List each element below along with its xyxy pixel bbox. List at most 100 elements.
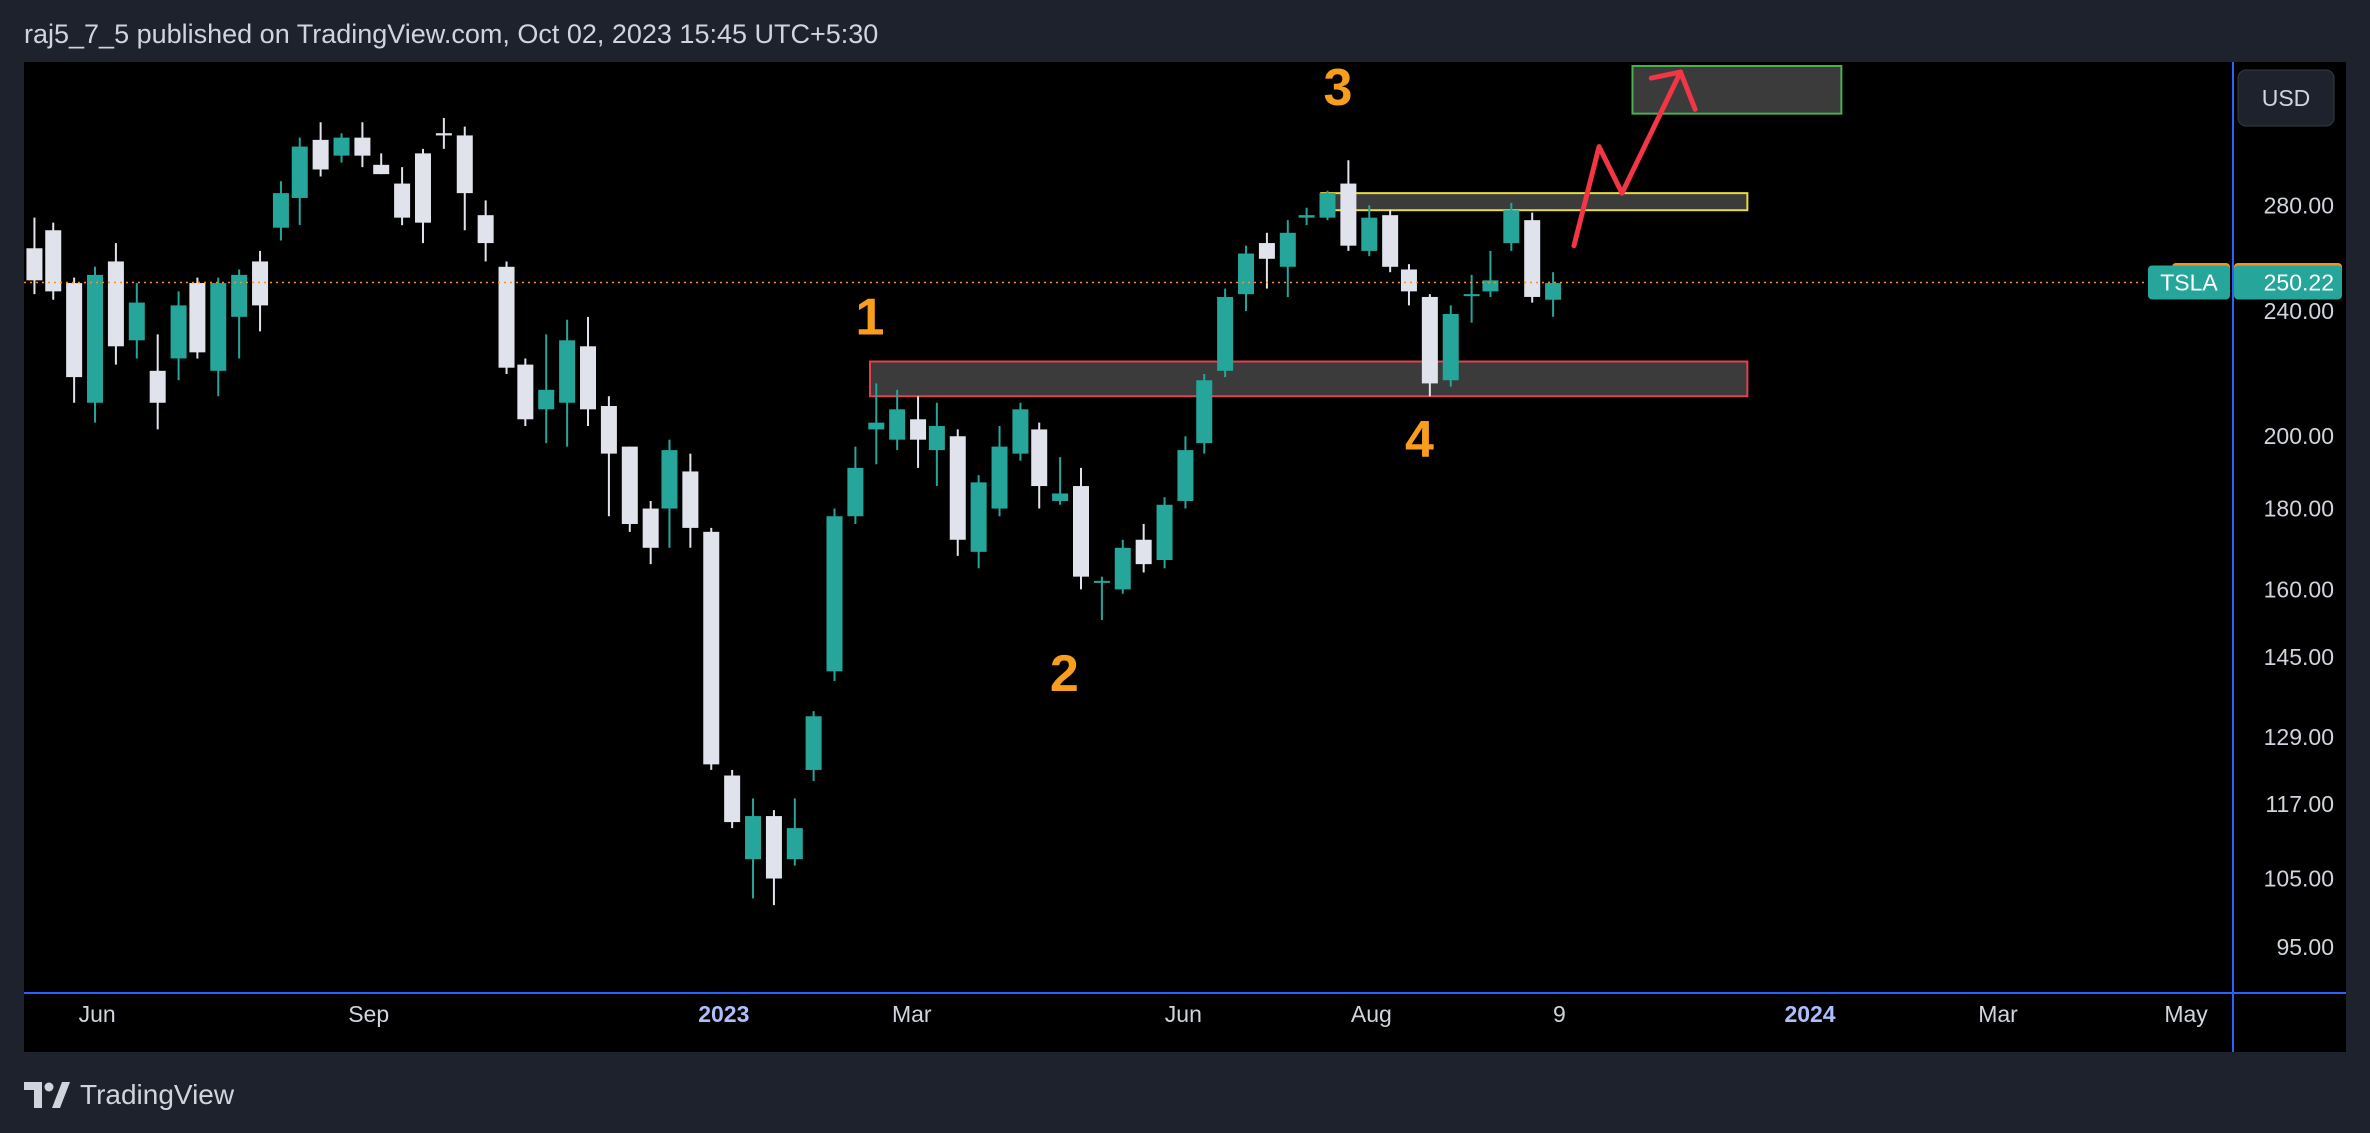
price-tick-label: 280.00 xyxy=(2264,192,2334,218)
candle-body xyxy=(1238,253,1255,295)
up-candle xyxy=(805,711,822,782)
candle-body xyxy=(600,406,617,454)
candle-body xyxy=(272,193,289,228)
candle-body xyxy=(354,137,371,156)
candle-body xyxy=(252,261,269,306)
up-candle xyxy=(87,266,104,423)
up-candle xyxy=(170,291,187,381)
up-candle xyxy=(1238,245,1255,312)
down-candle xyxy=(435,117,452,149)
down-candle xyxy=(66,277,83,403)
candle-body xyxy=(1361,217,1378,251)
ticker-price-badge-value: 250.22 xyxy=(2264,269,2334,295)
up-candle xyxy=(1279,220,1296,297)
up-candle xyxy=(970,475,987,569)
down-candle xyxy=(107,243,124,365)
down-candle xyxy=(373,153,390,175)
candle-body xyxy=(373,164,390,175)
candle-body xyxy=(1463,294,1480,297)
price-tick-label: 129.00 xyxy=(2264,724,2334,750)
candle-body xyxy=(1400,269,1417,292)
up-candle xyxy=(786,798,803,866)
footer-brand[interactable]: TradingView xyxy=(24,1075,234,1115)
candle-body xyxy=(189,283,206,353)
up-candle xyxy=(868,383,885,465)
candle-body xyxy=(1093,580,1110,583)
up-candle xyxy=(1503,202,1520,251)
down-candle xyxy=(45,222,62,300)
time-tick-label: May xyxy=(2164,1001,2208,1027)
candle-body xyxy=(1298,215,1315,218)
candle-body xyxy=(910,419,927,440)
up-candle xyxy=(889,389,906,451)
down-candle xyxy=(1258,232,1275,289)
ticker-price-badge-label-bg xyxy=(2148,265,2230,300)
candle-body xyxy=(170,305,187,359)
candle-body xyxy=(970,482,987,552)
down-candle xyxy=(724,769,741,829)
candle-body xyxy=(87,274,104,403)
time-tick-label: 2023 xyxy=(698,1001,749,1027)
up-candle xyxy=(333,133,350,163)
time-tick-label: 2024 xyxy=(1784,1001,1835,1027)
candle-body xyxy=(1114,547,1131,590)
up-candle xyxy=(1156,497,1173,569)
down-candle xyxy=(312,122,329,177)
candle-body xyxy=(765,816,782,879)
candle-body xyxy=(826,516,843,672)
up-candle xyxy=(991,426,1008,517)
candle-body xyxy=(580,346,597,410)
candle-body xyxy=(538,389,555,410)
up-candle xyxy=(745,798,762,899)
up-candle xyxy=(826,508,843,682)
price-tick-label: 180.00 xyxy=(2264,496,2334,522)
candle-body xyxy=(1052,493,1069,501)
candle-body xyxy=(724,775,741,823)
candle-body xyxy=(435,133,452,136)
time-tick-label: Jun xyxy=(1165,1001,1202,1027)
candle-body xyxy=(682,471,699,528)
candle-body xyxy=(26,248,43,281)
candle-body xyxy=(231,274,248,317)
candle-body xyxy=(498,266,515,368)
candle-body xyxy=(312,139,329,170)
down-candle xyxy=(1135,523,1152,573)
up-candle xyxy=(1361,205,1378,257)
price-chart[interactable]: 1 2 3 4 95.00 105.00 117.00 129.00 145.00 160.00… xyxy=(24,62,2346,1052)
candle-body xyxy=(1196,380,1213,444)
annotation-zones xyxy=(869,64,1843,398)
axes: 95.00 105.00 117.00 129.00 145.00 160.00 180.0… xyxy=(24,62,2346,1052)
wave-label-1: 1 xyxy=(856,288,885,346)
down-candle xyxy=(910,396,927,468)
support-zone xyxy=(869,360,1749,398)
time-tick-label: Mar xyxy=(892,1001,932,1027)
brand-label: TradingView xyxy=(80,1079,235,1110)
projection-arrowhead xyxy=(1648,69,1698,112)
candle-body xyxy=(456,135,473,194)
price-badges: Pre251.12TSLA250.22 xyxy=(2148,263,2342,300)
currency-button[interactable]: USD xyxy=(2237,69,2335,127)
up-candle xyxy=(559,319,576,447)
up-candle xyxy=(1217,288,1234,378)
wave-label-4: 4 xyxy=(1405,411,1434,469)
resistance-zone xyxy=(1320,192,1749,212)
down-candle xyxy=(1340,160,1357,251)
candle-body xyxy=(1340,183,1357,246)
candle-body xyxy=(333,137,350,156)
candle-body xyxy=(1072,486,1089,577)
up-candle xyxy=(1298,207,1315,226)
candle-body xyxy=(414,153,431,223)
down-candle xyxy=(600,396,617,517)
price-tick-label: 145.00 xyxy=(2264,644,2334,670)
down-candle xyxy=(456,126,473,231)
candle-body xyxy=(642,508,659,548)
up-candle xyxy=(1545,272,1562,317)
candle-body xyxy=(661,450,678,509)
candle-body xyxy=(1135,539,1152,565)
up-candle xyxy=(1319,190,1336,221)
up-candle xyxy=(1052,457,1069,505)
candle-body xyxy=(291,146,308,198)
up-candle xyxy=(538,334,555,444)
down-candle xyxy=(682,453,699,548)
chart-panel[interactable]: 1 2 3 4 95.00 105.00 117.00 129.00 145.00 160.00… xyxy=(24,62,2346,1052)
